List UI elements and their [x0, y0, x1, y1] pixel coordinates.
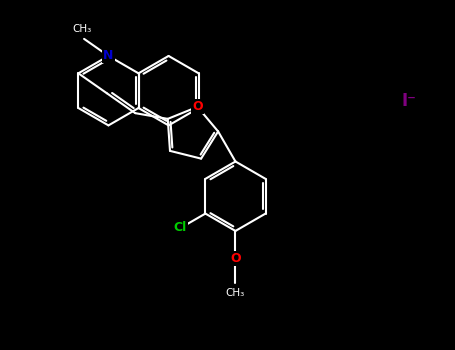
Text: CH₃: CH₃ [226, 288, 245, 298]
Text: Cl: Cl [174, 222, 187, 235]
Text: N: N [103, 49, 114, 62]
Text: O: O [192, 100, 203, 113]
Text: CH₃: CH₃ [72, 24, 91, 34]
Text: I⁻: I⁻ [401, 92, 416, 110]
Text: O: O [230, 252, 241, 265]
